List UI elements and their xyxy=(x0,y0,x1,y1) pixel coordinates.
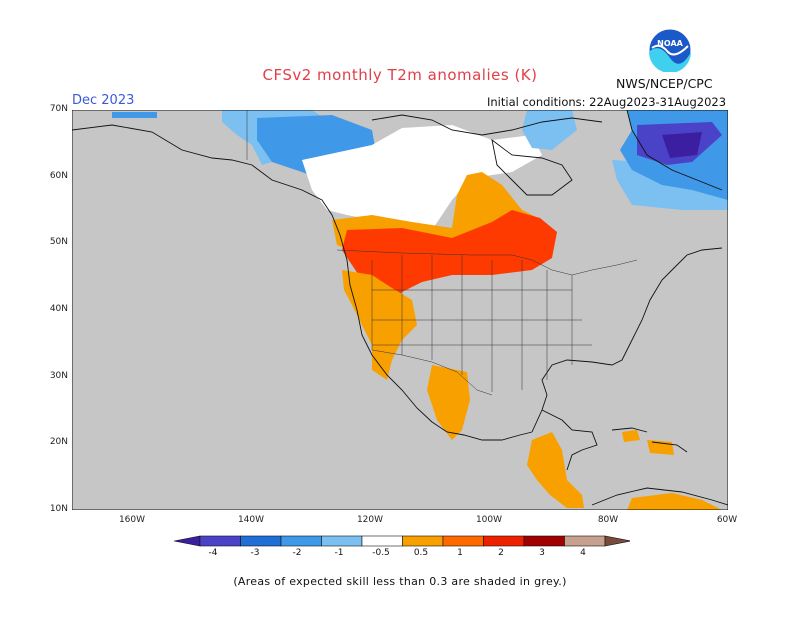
borders xyxy=(246,110,638,396)
border-us-mexico xyxy=(371,349,493,396)
colorbar-label-neg4: -4 xyxy=(208,548,218,558)
lon-label-120w: 120W xyxy=(356,515,384,525)
warm-region-south-america xyxy=(627,493,722,510)
warm-region-caribbean xyxy=(622,430,674,455)
warm-region-west-us xyxy=(342,270,417,380)
lon-label-100w: 100W xyxy=(475,515,503,525)
cold-region-hudson xyxy=(522,110,577,150)
lat-label-10: 10N xyxy=(49,504,68,514)
cold-region-north xyxy=(112,112,157,118)
colorbar-label-1: 1 xyxy=(457,548,463,558)
coast-alaska xyxy=(72,124,533,441)
colorbar-cell-3 xyxy=(280,535,322,547)
colorbar-cell-4 xyxy=(321,535,363,547)
lat-label-70: 70N xyxy=(49,104,68,114)
lat-label-30: 30N xyxy=(49,371,68,381)
colorbar-cell-10 xyxy=(564,535,606,547)
border-states xyxy=(371,255,592,392)
coast-arctic-isles xyxy=(371,114,603,136)
coast-south-america xyxy=(591,487,728,506)
colorbar-cell-6 xyxy=(402,535,444,547)
colorbar-label-2: 2 xyxy=(498,548,504,558)
colorbar-label-3: 3 xyxy=(539,548,545,558)
lon-label-60w: 60W xyxy=(716,515,738,525)
warm-region-central-america xyxy=(527,432,584,508)
colorbar-arrow-right xyxy=(604,535,630,547)
coast-gulf xyxy=(531,247,723,433)
noaa-logo: NOAA xyxy=(648,28,692,72)
coastlines xyxy=(72,110,728,506)
colorbar-label-neg0p5: -0.5 xyxy=(372,548,390,558)
colorbar-cell-9 xyxy=(523,535,565,547)
colorbar-label-neg2: -2 xyxy=(292,548,302,558)
colorbar-label-4: 4 xyxy=(580,548,586,558)
noaa-logo-text: NOAA xyxy=(657,39,683,48)
coast-yucatan xyxy=(541,409,598,471)
lat-label-40: 40N xyxy=(49,304,68,314)
cold-region-greenland-darkest xyxy=(662,132,702,158)
skill-footnote: (Areas of expected skill less than 0.3 a… xyxy=(233,575,567,588)
colorbar-cell-7 xyxy=(442,535,484,547)
lat-label-50: 50N xyxy=(49,237,68,247)
neutral-region-north-canada xyxy=(302,125,542,230)
colorbar-label-neg3: -3 xyxy=(250,548,260,558)
colorbar-cell-5 xyxy=(361,535,403,547)
lon-label-140w: 140W xyxy=(237,515,265,525)
colorbar-cell-2 xyxy=(240,535,282,547)
colorbar-cell-1 xyxy=(199,535,241,547)
coast-caribbean xyxy=(611,427,688,453)
agency-label: NWS/NCEP/CPC xyxy=(616,76,713,91)
colorbar-cell-8 xyxy=(483,535,525,547)
anomaly-map xyxy=(72,110,728,510)
lat-label-60: 60N xyxy=(49,171,68,181)
border-us-canada xyxy=(336,249,638,276)
warm-region-northern-us xyxy=(342,210,557,305)
lon-label-80w: 80W xyxy=(597,515,619,525)
colorbar xyxy=(173,535,630,547)
colorbar-label-0p5: 0.5 xyxy=(413,548,429,558)
lon-label-160w: 160W xyxy=(118,515,146,525)
colorbar-label-neg1: -1 xyxy=(334,548,344,558)
lat-label-20: 20N xyxy=(49,437,68,447)
warm-region-mexico-orange xyxy=(427,365,470,440)
forecast-month: Dec 2023 xyxy=(72,93,135,108)
anomaly-shading xyxy=(112,110,728,510)
colorbar-arrow-left xyxy=(173,535,201,547)
chart-title: CFSv2 monthly T2m anomalies (K) xyxy=(262,66,538,84)
coast-greenland xyxy=(626,110,723,191)
initial-conditions: Initial conditions: 22Aug2023-31Aug2023 xyxy=(487,95,727,109)
coast-hudson-bay xyxy=(491,138,573,196)
